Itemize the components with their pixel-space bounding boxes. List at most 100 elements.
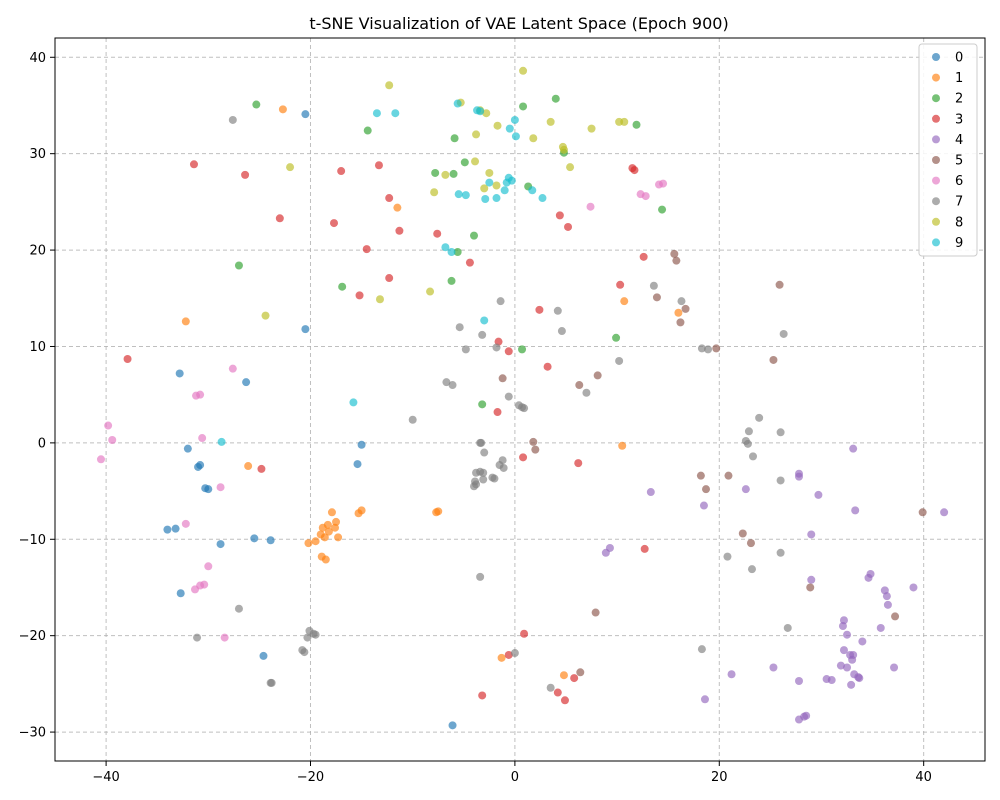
y-tick-label: −10 (19, 533, 46, 548)
data-point (461, 191, 470, 200)
data-point (776, 548, 785, 557)
data-point (476, 438, 485, 447)
legend-label: 6 (955, 174, 963, 189)
data-point (244, 462, 253, 471)
data-point (866, 569, 875, 578)
data-point (298, 646, 307, 655)
data-point (836, 661, 845, 670)
data-point (480, 184, 489, 193)
legend-marker (932, 135, 940, 144)
data-point (337, 167, 346, 176)
data-point (843, 630, 852, 639)
y-tick-label: −20 (19, 629, 46, 644)
data-point (531, 445, 540, 454)
data-point (465, 258, 474, 267)
data-point (194, 462, 203, 471)
series-5 (498, 249, 927, 677)
data-point (839, 646, 848, 655)
data-point (641, 192, 650, 201)
data-point (504, 650, 513, 659)
data-point (743, 439, 752, 448)
data-point (546, 683, 555, 692)
legend-label: 9 (955, 236, 963, 251)
data-point (776, 476, 785, 485)
data-point (681, 304, 690, 313)
data-point (849, 444, 858, 453)
y-axis-ticks: −30 −20 −10 0 10 20 30 40 (19, 51, 55, 741)
data-point (553, 688, 562, 697)
data-point (677, 297, 686, 306)
data-point (795, 715, 803, 724)
data-point (838, 622, 847, 631)
data-point (504, 347, 513, 356)
data-point (566, 163, 575, 172)
data-point (493, 121, 502, 130)
data-point (492, 343, 501, 352)
legend-marker (932, 197, 940, 206)
data-point (171, 524, 180, 533)
data-point (374, 161, 383, 170)
data-point (616, 280, 625, 289)
data-point (286, 163, 295, 172)
data-point (193, 633, 202, 642)
series-9 (217, 99, 547, 446)
data-point (499, 463, 508, 472)
legend-marker (932, 217, 940, 226)
series-3 (123, 160, 649, 705)
data-point (242, 378, 251, 387)
data-point (385, 194, 394, 203)
series-1 (181, 105, 683, 680)
data-point (551, 94, 560, 103)
data-point (301, 110, 310, 119)
data-point (769, 663, 778, 672)
data-point (615, 356, 624, 365)
legend-label: 0 (955, 51, 963, 66)
data-point (528, 186, 537, 195)
data-point (520, 404, 529, 413)
data-point (479, 475, 488, 484)
legend-marker (932, 238, 940, 247)
data-point (441, 170, 450, 179)
data-point (496, 297, 505, 306)
data-point (196, 390, 205, 399)
legend-label: 7 (955, 195, 963, 210)
data-point (909, 583, 918, 592)
data-point (601, 548, 610, 557)
data-point (843, 663, 852, 672)
data-point (275, 214, 284, 223)
data-point (353, 460, 362, 469)
data-point (618, 441, 627, 450)
x-tick-label: 40 (915, 770, 932, 785)
data-point (453, 99, 462, 108)
data-point (858, 637, 867, 646)
data-point (807, 530, 816, 539)
data-point (488, 473, 497, 482)
data-point (559, 671, 568, 680)
data-point (267, 678, 276, 687)
legend: 0 1 2 3 4 5 6 7 8 9 (918, 43, 978, 257)
data-point (228, 115, 237, 124)
data-point (278, 105, 287, 114)
data-point (395, 226, 404, 235)
data-point (433, 229, 442, 238)
data-point (697, 645, 706, 654)
data-point (250, 534, 259, 543)
data-point (482, 109, 491, 118)
data-point (217, 437, 226, 446)
y-tick-label: 30 (29, 147, 46, 162)
data-point (96, 455, 105, 464)
series-8 (261, 66, 629, 320)
data-point (555, 211, 564, 220)
data-point (795, 676, 803, 685)
data-point (672, 256, 681, 265)
legend-label: 5 (955, 154, 963, 169)
data-point (570, 674, 579, 683)
data-point (755, 413, 764, 422)
data-point (478, 691, 487, 700)
data-point (454, 190, 463, 199)
data-point (472, 130, 481, 139)
data-point (612, 333, 621, 342)
y-tick-label: 20 (29, 244, 46, 259)
data-point (479, 468, 488, 477)
data-point (183, 444, 192, 453)
